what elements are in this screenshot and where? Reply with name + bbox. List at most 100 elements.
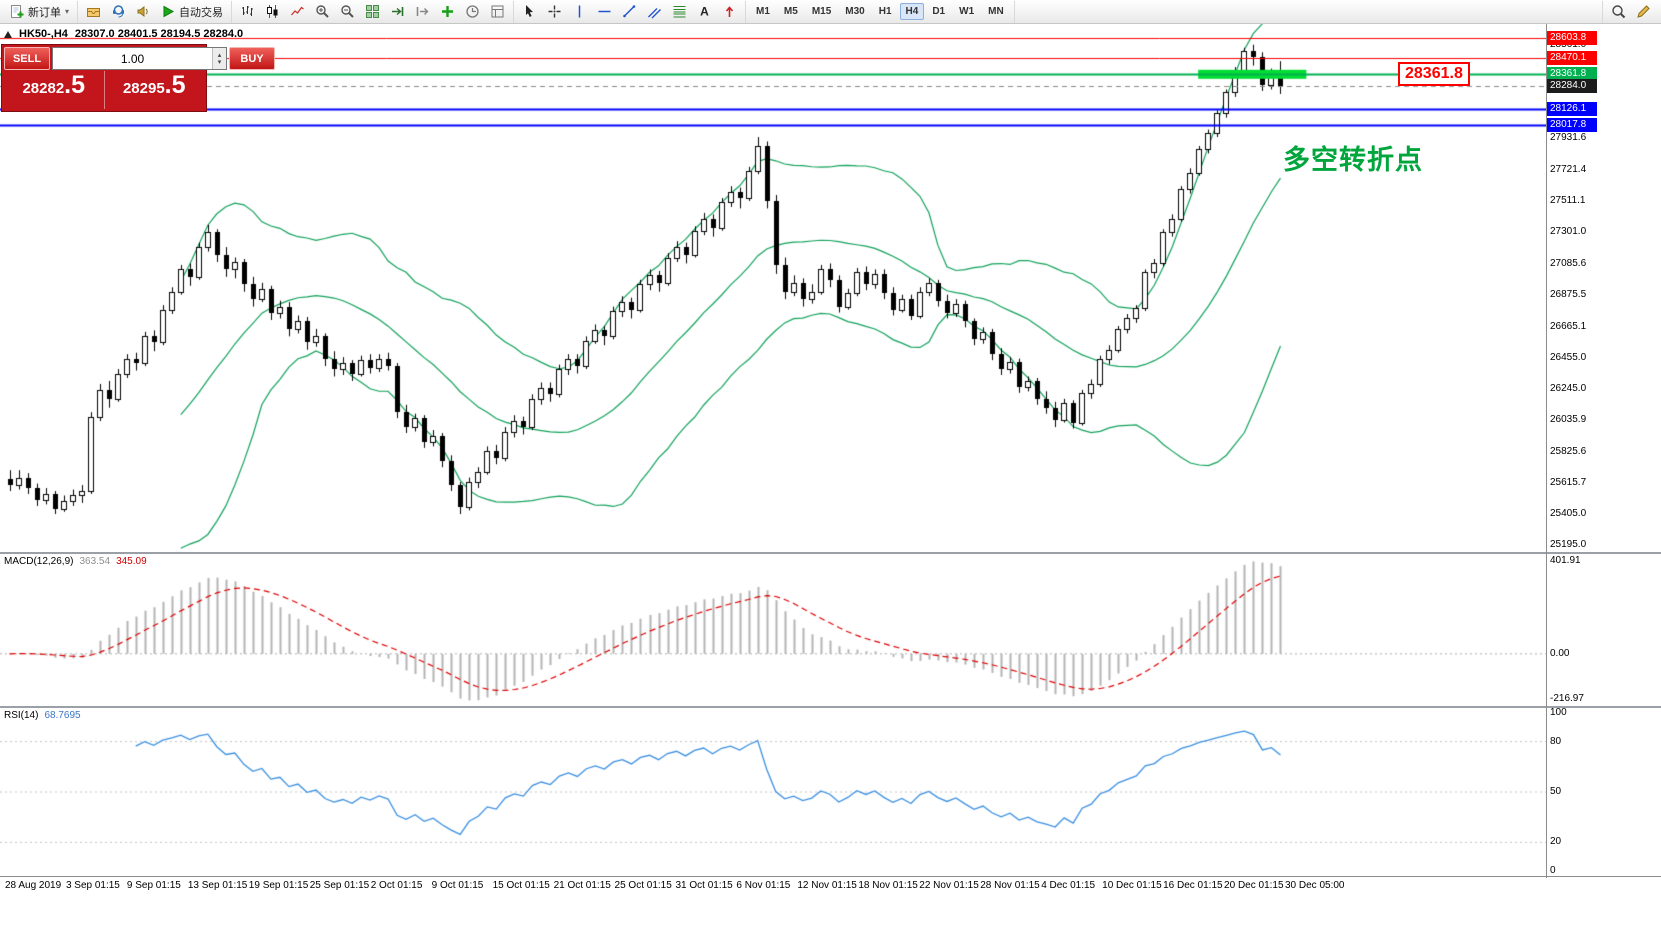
news-button[interactable] (132, 1, 155, 22)
oneclick-toggle-icon[interactable] (4, 30, 12, 38)
buy-button[interactable]: BUY (229, 47, 275, 70)
timeframe-button-m5[interactable]: M5 (783, 6, 798, 17)
zoom-in-icon (315, 4, 330, 19)
arrows-button[interactable] (718, 1, 741, 22)
text-button[interactable]: A (693, 1, 716, 22)
bar-chart-button[interactable] (236, 1, 259, 22)
price-level-tag[interactable]: 28284.0 (1547, 78, 1597, 93)
toolbar-right-group (1602, 0, 1659, 23)
toolbar-group: 新订单 ▾ (2, 0, 79, 23)
price-level-tag[interactable]: 28470.1 (1547, 51, 1597, 66)
auto-scroll-button[interactable] (386, 1, 409, 22)
time-axis-divider (0, 876, 1661, 877)
timeframe-button-d1[interactable]: D1 (932, 6, 946, 17)
news-icon (136, 4, 151, 19)
price-level-tag[interactable]: 28126.1 (1547, 102, 1597, 117)
timeframe-button-m1[interactable]: M1 (756, 6, 770, 17)
date-label: 15 Oct 01:15 (492, 880, 550, 891)
price-axis-label: 25615.7 (1550, 476, 1587, 488)
indicators-button[interactable] (436, 1, 459, 22)
rsi-name: RSI(14) (4, 710, 39, 721)
tile-icon (365, 4, 380, 19)
volume-spinner: ▴ ▾ (212, 48, 226, 69)
timeframe-button-h1[interactable]: H1 (878, 6, 892, 17)
rsi-axis-label: 20 (1550, 836, 1562, 848)
indicators-icon (440, 4, 455, 19)
svg-text:A: A (700, 5, 709, 19)
line-chart-button[interactable] (286, 1, 309, 22)
cycles-icon (465, 4, 480, 19)
date-label: 25 Sep 01:15 (309, 880, 370, 891)
date-label: 13 Sep 01:15 (187, 880, 248, 891)
volume-up-icon[interactable]: ▴ (217, 51, 222, 59)
macd-signal-value: 345.09 (116, 556, 147, 567)
mailbox-button[interactable] (82, 1, 105, 22)
quick-draw-button[interactable] (1632, 1, 1655, 22)
autotrading-button[interactable]: 自动交易 (157, 1, 227, 23)
rsi-axis-label: 50 (1550, 786, 1562, 797)
template-button[interactable] (486, 1, 509, 22)
candle-chart-button[interactable] (261, 1, 284, 22)
chart-shift-button[interactable] (411, 1, 434, 22)
vertical-line-button[interactable] (568, 1, 591, 22)
price-level-tag[interactable]: 28603.8 (1547, 31, 1597, 46)
symbol-info: HK50-,H4 28307.0 28401.5 28194.5 28284.0 (4, 28, 243, 40)
panel-separator-macd[interactable] (0, 552, 1661, 554)
price-level-tag[interactable]: 28361.8 (1547, 67, 1597, 82)
rsi-value: 68.7695 (44, 710, 81, 721)
trendline-icon (622, 4, 637, 19)
channel-button[interactable] (643, 1, 666, 22)
price-chart-canvas[interactable] (0, 24, 1546, 876)
chart-overlays: 28561.027931.627721.427511.127301.027085… (0, 24, 1661, 948)
date-label: 31 Oct 01:15 (675, 880, 733, 891)
zoom-out-button[interactable] (336, 1, 359, 22)
buy-price[interactable]: 28295 .5 (122, 71, 186, 99)
timeframe-button-mn[interactable]: MN (988, 6, 1004, 17)
date-label: 18 Nov 01:15 (858, 880, 918, 891)
trendline-button[interactable] (618, 1, 641, 22)
macd-axis-label: 0.00 (1550, 647, 1570, 659)
search-button[interactable] (1607, 1, 1630, 22)
price-axis-label: 27511.1 (1550, 194, 1586, 206)
macd-axis-label: -216.97 (1550, 693, 1584, 704)
shift-icon (415, 4, 430, 19)
zoom-in-button[interactable] (311, 1, 334, 22)
price-axis-label: 25195.0 (1550, 539, 1587, 551)
horizontal-line-button[interactable] (593, 1, 616, 22)
tile-windows-button[interactable] (361, 1, 384, 22)
toolbar-group: M1 M5 M15 M30 H1 H4 D1 W1 MN (746, 0, 1015, 23)
turning-point-label[interactable]: 多空转折点 (1283, 145, 1423, 175)
timeframe-button-m30[interactable]: M30 (845, 6, 865, 17)
rsi-axis-label: 0 (1550, 865, 1556, 876)
price-level-tag[interactable]: 28017.8 (1547, 118, 1597, 133)
date-label: 3 Sep 01:15 (65, 880, 120, 891)
pencil-icon (1636, 4, 1651, 19)
price-callout[interactable]: 28361.8 (1398, 62, 1470, 87)
date-label: 2 Oct 01:15 (370, 880, 423, 891)
channel-icon (647, 4, 662, 19)
panel-separator-rsi[interactable] (0, 706, 1661, 708)
volume-down-icon[interactable]: ▾ (217, 58, 222, 66)
rsi-axis-label: 80 (1550, 735, 1562, 747)
fibonacci-button[interactable] (668, 1, 691, 22)
text-icon: A (697, 4, 712, 19)
one-click-prices: 28282 .5 28295 .5 (4, 71, 204, 109)
crosshair-button[interactable] (543, 1, 566, 22)
autoscroll-icon (390, 4, 405, 19)
price-axis-label: 26035.9 (1550, 414, 1587, 426)
cycles-button[interactable] (461, 1, 484, 22)
support-button[interactable] (107, 1, 130, 22)
timeframe-button-h4[interactable]: H4 (899, 3, 925, 20)
volume-input[interactable] (53, 48, 212, 69)
new-order-button[interactable]: 新订单 ▾ (6, 1, 73, 23)
date-label: 10 Dec 01:15 (1102, 880, 1162, 891)
toolbar-group: A (514, 0, 747, 23)
crosshair-icon (547, 4, 562, 19)
sell-price[interactable]: 28282 .5 (4, 71, 105, 109)
timeframe-button-w1[interactable]: W1 (959, 6, 975, 17)
cursor-button[interactable] (518, 1, 541, 22)
rsi-label: RSI(14) 68.7695 (4, 710, 81, 721)
sell-button[interactable]: SELL (4, 47, 50, 70)
one-click-trading-panel: SELL ▴ ▾ BUY 28282 .5 28295 .5 (1, 44, 275, 112)
timeframe-button-m15[interactable]: M15 (811, 6, 832, 17)
